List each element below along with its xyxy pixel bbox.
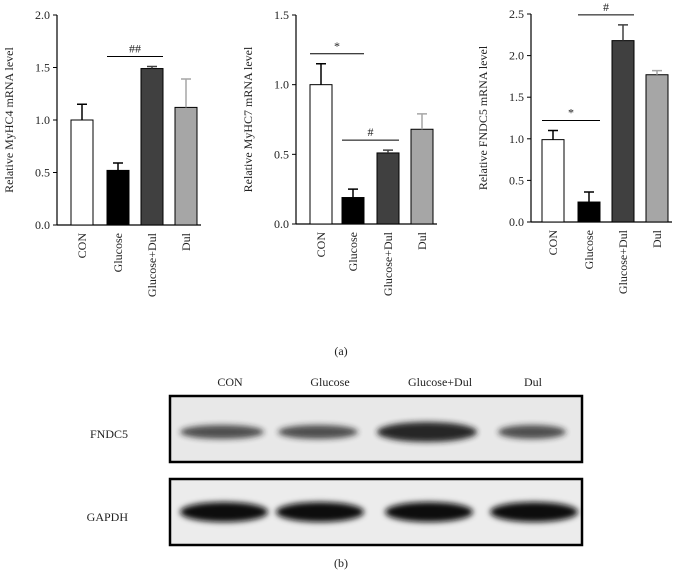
- error-bar: [383, 149, 393, 153]
- bar: [140, 68, 164, 226]
- bar: [376, 152, 400, 225]
- bar: [410, 128, 434, 225]
- x-tick-label: CON: [75, 233, 89, 259]
- error-bar: [316, 63, 326, 85]
- y-tick-label: 2.0: [509, 49, 524, 63]
- bar: [611, 40, 635, 223]
- lane-label: Glucose+Dul: [408, 375, 473, 389]
- x-tick-label: CON: [314, 232, 328, 258]
- blot-band: [180, 502, 268, 522]
- significance-label: *: [334, 39, 340, 53]
- y-tick-label: 0.5: [35, 166, 50, 180]
- error-bar: [417, 113, 427, 130]
- y-tick-label: 1.0: [35, 113, 50, 127]
- panel-label: (b): [334, 556, 348, 570]
- bar: [541, 139, 565, 223]
- bar: [341, 197, 365, 225]
- y-axis-label: Relative MyHC4 mRNA level: [2, 47, 16, 193]
- y-tick-label: 0.0: [35, 218, 50, 232]
- row-label: FNDC5: [90, 427, 128, 441]
- x-tick-label: Dul: [179, 232, 193, 251]
- row-label: GAPDH: [87, 510, 129, 524]
- error-bar: [147, 65, 157, 69]
- y-tick-label: 2.0: [35, 8, 50, 22]
- x-tick-label: Glucose: [582, 230, 596, 269]
- lane-label: Glucose: [310, 375, 349, 389]
- lane-label: CON: [217, 375, 243, 389]
- x-tick-label: Glucose+Dul: [616, 229, 630, 294]
- bar: [70, 119, 94, 226]
- error-bar: [348, 188, 358, 198]
- x-tick-label: Glucose: [346, 232, 360, 271]
- blot-band: [490, 502, 578, 522]
- blot-band: [377, 422, 477, 442]
- bar: [645, 74, 669, 223]
- blot-band: [278, 425, 358, 439]
- y-tick-label: 0.5: [509, 173, 524, 187]
- bar: [106, 169, 130, 226]
- x-tick-label: Glucose: [111, 233, 125, 272]
- y-tick-label: 2.5: [509, 7, 524, 21]
- y-tick-label: 1.5: [509, 90, 524, 104]
- lane-label: Dul: [524, 375, 543, 389]
- blot-band: [385, 502, 473, 522]
- y-axis-label: Relative MyHC7 mRNA level: [241, 46, 255, 192]
- bar: [174, 106, 198, 226]
- x-tick-label: Dul: [650, 229, 664, 248]
- bar: [309, 84, 333, 225]
- blot-band: [276, 502, 364, 522]
- error-bar: [181, 78, 191, 108]
- significance-label: ##: [129, 41, 141, 55]
- error-bar: [113, 162, 123, 171]
- y-tick-label: 1.0: [509, 132, 524, 146]
- error-bar: [77, 103, 87, 120]
- x-tick-label: Glucose+Dul: [381, 231, 395, 296]
- significance-label: #: [603, 0, 609, 14]
- y-tick-label: 0.5: [274, 147, 289, 161]
- bar: [577, 201, 601, 223]
- error-bar: [618, 24, 628, 41]
- blot-band: [180, 425, 264, 439]
- y-tick-label: 0.0: [509, 215, 524, 229]
- error-bar: [652, 69, 662, 75]
- y-tick-label: 1.5: [35, 61, 50, 75]
- y-tick-label: 1.5: [274, 8, 289, 22]
- error-bar: [548, 129, 558, 140]
- significance-label: *: [568, 105, 574, 119]
- error-bar: [584, 191, 594, 203]
- panel-label: (a): [334, 344, 347, 358]
- x-tick-label: CON: [546, 230, 560, 256]
- y-tick-label: 0.0: [274, 217, 289, 231]
- y-axis-label: Relative FNDC5 mRNA level: [476, 45, 490, 190]
- blot-band: [498, 425, 566, 439]
- x-tick-label: Dul: [415, 231, 429, 250]
- x-tick-label: Glucose+Dul: [145, 232, 159, 297]
- y-tick-label: 1.0: [274, 78, 289, 92]
- significance-label: #: [368, 125, 374, 139]
